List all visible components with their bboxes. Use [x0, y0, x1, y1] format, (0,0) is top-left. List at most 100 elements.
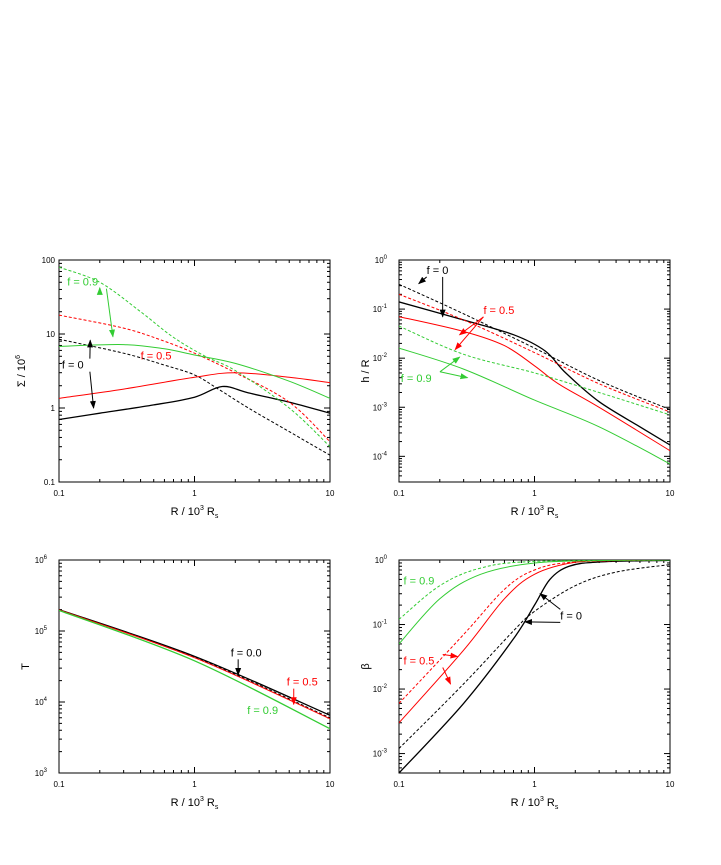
- chart-sigma: 0.1 1 10 0.1 1 10 100 R / 103 Rs Σ / 106 f = 0.9 f…: [15, 256, 335, 520]
- ylabel-main: β: [360, 663, 372, 669]
- ylabel-main: T: [20, 663, 32, 670]
- plot-frame: [398, 259, 671, 483]
- xlabel-main: R / 10: [171, 797, 200, 809]
- series-line-f-0-9-solid: [399, 347, 670, 465]
- y-tick-label: 105: [35, 626, 48, 636]
- series-group: [59, 266, 330, 456]
- series-line-f-0-solid: [399, 560, 670, 773]
- xlabel-sub: s: [555, 513, 559, 520]
- series-group: [399, 283, 670, 465]
- x-axis-label: R / 103 Rs: [511, 505, 559, 520]
- annotation-label: f = 0: [62, 360, 84, 372]
- tick-exponent: 0: [384, 555, 388, 561]
- x-tick-label: 10: [326, 489, 335, 498]
- xlabel-main: R / 10: [171, 506, 200, 518]
- series-line-f-0-5-dotted: [399, 560, 670, 704]
- x-tick-label: 1: [532, 489, 537, 498]
- series-line-f-0-5-solid: [59, 609, 330, 720]
- series-line-f-0-dotted: [59, 338, 330, 456]
- annotation-label: f = 0: [560, 610, 582, 622]
- tick-base: 10: [375, 556, 384, 565]
- annotation-label: f = 0: [427, 265, 449, 277]
- xlabel-sup: 3: [200, 505, 204, 512]
- x-tick-label: 1: [192, 489, 197, 498]
- annotation-label: f = 0.9: [401, 373, 432, 385]
- series-group: [399, 560, 670, 773]
- series-line-f-0-solid: [399, 301, 670, 446]
- series-line-f-0-5-solid: [59, 372, 330, 399]
- y-tick-label: 103: [35, 768, 48, 778]
- y-axis-label: Σ / 106: [15, 355, 28, 387]
- series-line-f-0-9-solid: [59, 344, 330, 399]
- annotation-arrow: [523, 618, 561, 625]
- tick-base: 10: [373, 354, 382, 363]
- tick-exponent: -2: [382, 684, 388, 690]
- tick-exponent: -3: [382, 402, 388, 408]
- tick-exponent: 0: [384, 255, 388, 261]
- y-tick-label: 10-4: [373, 451, 388, 461]
- x-tick-label: 0.1: [53, 489, 65, 498]
- y-axis-label: h / R: [360, 359, 372, 382]
- plot-frame: [58, 559, 331, 774]
- series-line-f-0-5-solid: [399, 560, 670, 724]
- annotation-arrow: [439, 371, 469, 380]
- plot-frame: [58, 259, 331, 483]
- annotation-label: f = 0.9: [247, 705, 278, 717]
- x-tick-label: 0.1: [393, 780, 405, 789]
- series-line-f-0-5-solid: [399, 316, 670, 452]
- xlabel-sup: 3: [540, 505, 544, 512]
- xlabel-sup: 3: [540, 796, 544, 803]
- xlabel-sub: s: [215, 804, 219, 811]
- series-line-f-0-dotted: [399, 283, 670, 410]
- series-line-f-0-9-solid: [59, 609, 330, 730]
- xlabel-sub: s: [215, 513, 219, 520]
- series-line-f-0-9-dotted: [59, 266, 330, 448]
- tick-base: 10: [375, 256, 384, 265]
- series-line-f-0-dotted: [399, 564, 670, 749]
- xlabel-tail: R: [204, 797, 215, 809]
- y-tick-label: 10-3: [373, 402, 388, 412]
- tick-base: 10: [35, 769, 44, 778]
- annotation-arrow: [458, 316, 484, 336]
- y-axis-label: β: [360, 663, 372, 669]
- y-tick-label: 10-1: [373, 304, 388, 314]
- tick-base: 10: [35, 698, 44, 707]
- y-tick-label: 10: [46, 330, 55, 339]
- annotation-arrow: [439, 356, 461, 373]
- annotation-label: f = 0.5: [287, 677, 318, 689]
- annotation-arrow: [442, 667, 451, 685]
- tick-base: 10: [373, 403, 382, 412]
- y-tick-label: 0.1: [44, 478, 56, 487]
- annotation-arrow: [105, 288, 115, 338]
- annotation-label: f = 0.0: [231, 647, 262, 659]
- xlabel-sub: s: [555, 804, 559, 811]
- tick-exponent: 6: [44, 555, 48, 561]
- y-tick-label: 10-2: [373, 684, 388, 694]
- xlabel-sup: 3: [200, 796, 204, 803]
- tick-base: 10: [373, 621, 382, 630]
- annotation-label: f = 0.9: [67, 277, 98, 289]
- tick-exponent: -4: [382, 451, 388, 457]
- x-tick-label: 10: [666, 780, 675, 789]
- series-line-f-0-solid: [59, 385, 330, 421]
- series-line-f-0-9-dotted: [399, 560, 670, 620]
- annotation-label: f = 0.9: [404, 575, 435, 587]
- x-axis-label: R / 103 Rs: [171, 796, 219, 811]
- tick-base: 10: [35, 556, 44, 565]
- y-tick-label: 100: [42, 256, 56, 265]
- tick-exponent: 3: [44, 768, 48, 774]
- x-axis-label: R / 103 Rs: [511, 796, 559, 811]
- x-tick-label: 0.1: [393, 489, 405, 498]
- xlabel-tail: R: [544, 797, 555, 809]
- y-axis-label: T: [20, 663, 32, 670]
- tick-base: 10: [373, 685, 382, 694]
- annotation-arrow: [454, 316, 484, 351]
- xlabel-tail: R: [544, 506, 555, 518]
- annotation-label: f = 0.5: [141, 351, 172, 363]
- y-tick-label: 10-1: [373, 620, 388, 630]
- tick-base: 10: [35, 627, 44, 636]
- series-line-f-0-5-dotted: [399, 293, 670, 413]
- x-tick-label: 10: [326, 780, 335, 789]
